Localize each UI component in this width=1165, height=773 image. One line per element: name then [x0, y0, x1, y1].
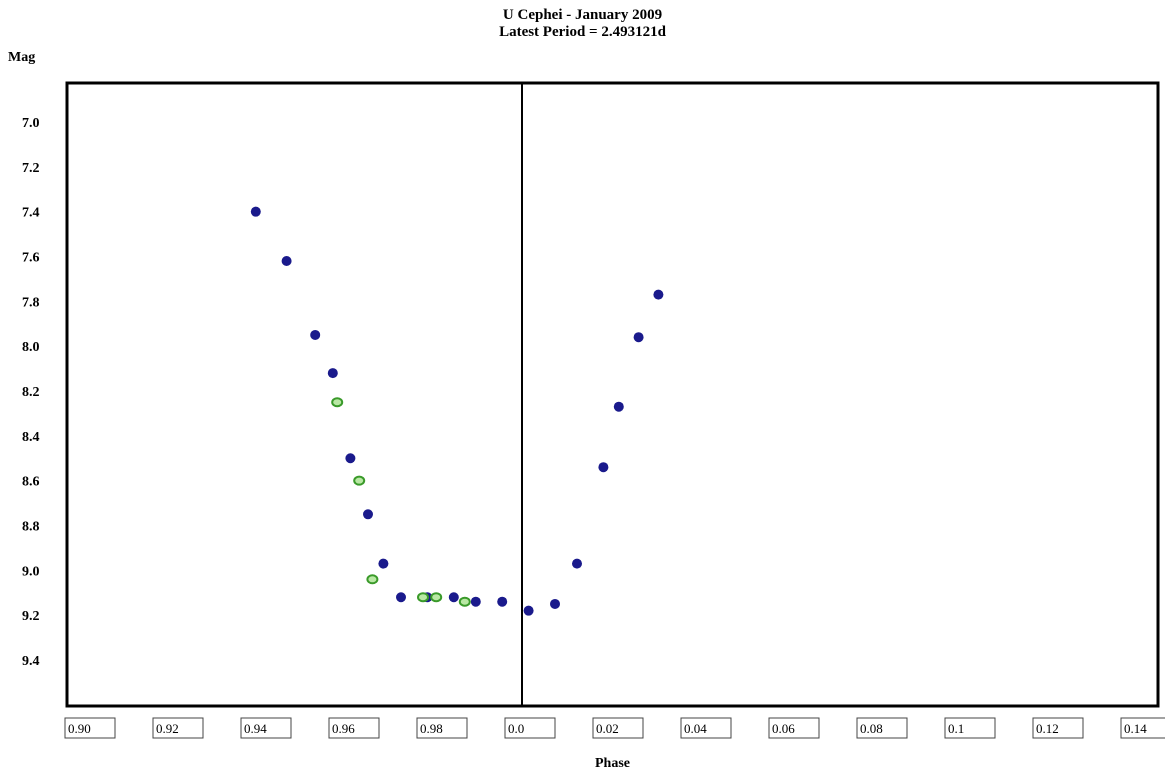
data-point [378, 558, 389, 569]
data-point [613, 401, 624, 412]
y-tick-label: 8.6 [22, 475, 40, 490]
y-tick-label: 8.4 [22, 430, 40, 445]
x-tick-box [768, 717, 820, 739]
x-tick-label: 0.04 [684, 721, 707, 736]
data-point-secondary [353, 475, 366, 486]
x-tick-box [856, 717, 908, 739]
data-point [633, 332, 644, 343]
x-tick-box [240, 717, 292, 739]
data-point [470, 596, 481, 607]
x-tick-label: 0.02 [596, 721, 619, 736]
data-point [523, 605, 534, 616]
x-axis-label: Phase [595, 756, 630, 771]
y-tick-label: 9.4 [22, 654, 40, 669]
x-tick-box [1032, 717, 1084, 739]
x-tick-label: 0.1 [948, 721, 964, 736]
x-tick-box [1120, 717, 1165, 739]
x-tick-box [680, 717, 732, 739]
y-tick-label: 9.2 [22, 609, 40, 624]
y-tick-label: 8.8 [22, 520, 40, 535]
y-tick-label: 8.2 [22, 385, 40, 400]
data-point-secondary [331, 397, 344, 408]
data-point [363, 509, 373, 520]
data-point [396, 592, 406, 603]
y-axis-label: Mag [8, 50, 36, 65]
data-point [327, 368, 338, 379]
y-tick-label: 9.0 [22, 564, 40, 579]
x-tick-box [416, 717, 468, 739]
data-point [310, 329, 321, 340]
y-tick-label: 7.2 [22, 161, 40, 176]
x-tick-label: 0.94 [244, 721, 267, 736]
data-point [598, 462, 609, 473]
x-tick-label: 0.14 [1124, 721, 1147, 736]
x-tick-box [944, 717, 996, 739]
data-point-secondary [366, 574, 379, 585]
data-point [572, 558, 582, 569]
data-point [497, 596, 508, 607]
data-point [653, 289, 664, 300]
x-tick-label: 0.06 [772, 721, 795, 736]
y-tick-label: 7.8 [22, 295, 40, 310]
y-tick-label: 7.6 [22, 251, 40, 266]
x-tick-label: 0.90 [68, 721, 91, 736]
x-tick-label: 0.12 [1036, 721, 1059, 736]
x-tick-label: 0.96 [332, 721, 355, 736]
y-tick-label: 7.4 [22, 206, 40, 221]
data-point-secondary [430, 592, 443, 603]
chart-title: U Cephei - January 2009 [502, 7, 663, 23]
x-tick-box [64, 717, 116, 739]
x-tick-box [504, 717, 556, 739]
x-tick-label: 0.98 [420, 721, 443, 736]
y-tick-label: 8.0 [22, 340, 40, 355]
data-point [345, 453, 356, 464]
data-point [448, 592, 459, 603]
data-point [250, 206, 261, 217]
data-point-secondary [417, 592, 429, 603]
plot-frame [65, 81, 1160, 708]
data-point [281, 255, 292, 266]
x-tick-label: 0.92 [156, 721, 179, 736]
y-tick-label: 7.0 [22, 116, 40, 131]
data-point [550, 598, 560, 609]
x-tick-label: 0.0 [508, 721, 524, 736]
x-tick-box [592, 717, 644, 739]
x-tick-box [152, 717, 204, 739]
x-tick-label: 0.08 [860, 721, 883, 736]
chart-subtitle: Latest Period = 2.493121d [499, 24, 666, 40]
x-tick-box [328, 717, 380, 739]
data-point-secondary [458, 596, 471, 607]
